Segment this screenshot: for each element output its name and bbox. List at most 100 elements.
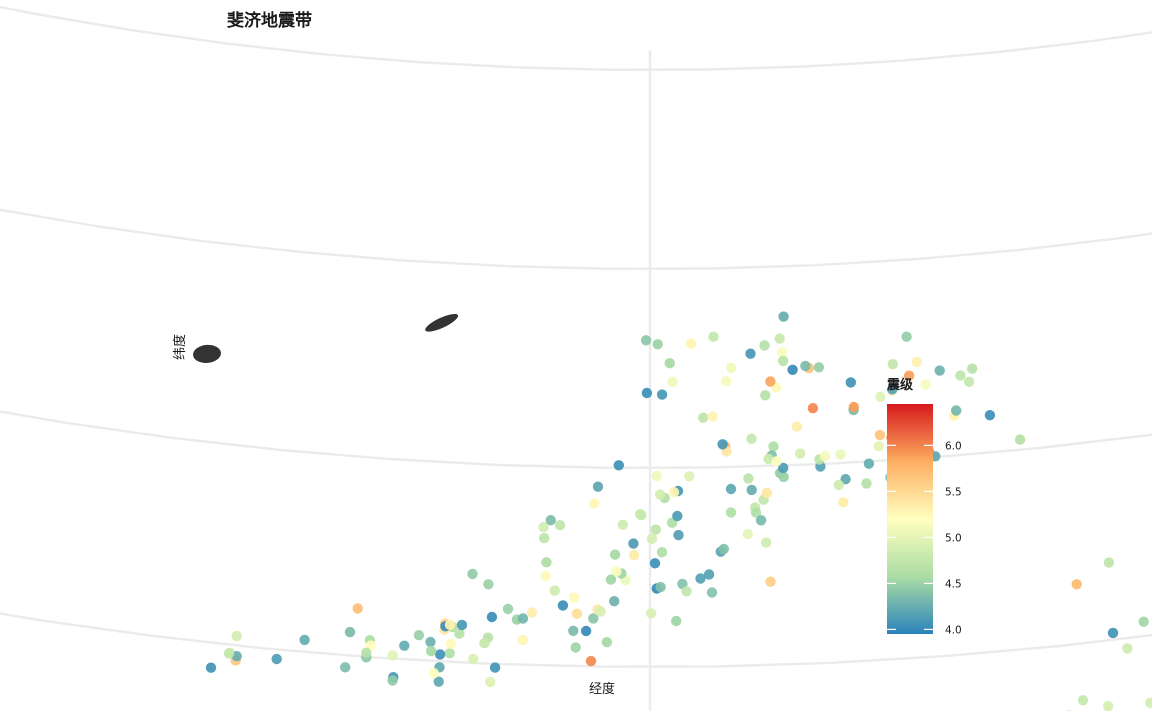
earthquake-point xyxy=(651,470,662,482)
x-axis-title: 经度 xyxy=(589,681,615,697)
y-axis-title: 纬度 xyxy=(172,334,188,360)
earthquake-point xyxy=(483,579,494,590)
earthquake-point xyxy=(628,538,639,549)
earthquake-point xyxy=(771,456,782,467)
earthquake-point xyxy=(778,355,789,367)
earthquake-point xyxy=(698,412,709,423)
earthquake-point xyxy=(444,648,455,659)
earthquake-point xyxy=(725,483,737,495)
earthquake-point xyxy=(755,515,767,526)
earthquake-point xyxy=(934,365,945,376)
legend-title: 震级 xyxy=(886,377,914,393)
earthquake-point xyxy=(681,586,692,597)
earthquake-point xyxy=(667,376,678,388)
earthquake-point xyxy=(955,370,966,381)
earthquake-point xyxy=(413,630,425,641)
earthquake-point xyxy=(721,376,732,387)
earthquake-point xyxy=(580,625,592,637)
earthquake-point xyxy=(445,638,457,649)
earthquake-point xyxy=(778,311,789,322)
earthquake-point xyxy=(223,648,235,659)
earthquake-point xyxy=(684,471,695,482)
earthquake-point xyxy=(761,487,772,499)
earthquake-point xyxy=(605,574,617,585)
latitude-gridline xyxy=(0,5,1152,72)
earthquake-point xyxy=(963,376,975,387)
earthquake-point xyxy=(835,449,846,460)
earthquake-point xyxy=(778,462,789,474)
island-shape xyxy=(425,313,459,332)
earthquake-point xyxy=(763,453,774,465)
earthquake-point xyxy=(760,390,771,401)
earthquake-point xyxy=(361,647,372,658)
earthquake-point xyxy=(695,573,706,584)
earthquake-point xyxy=(489,662,501,673)
earthquake-point xyxy=(668,487,680,498)
earthquake-point xyxy=(613,460,624,471)
earthquake-point xyxy=(545,515,556,526)
earthquake-point xyxy=(526,607,538,618)
earthquake-point xyxy=(557,600,569,611)
earthquake-point xyxy=(611,566,622,577)
earthquake-point xyxy=(743,473,754,484)
legend-break-label: 5.0 xyxy=(945,532,962,544)
earthquake-point xyxy=(791,421,803,432)
earthquake-point xyxy=(434,649,446,660)
earthquake-point xyxy=(840,474,851,485)
earthquake-point xyxy=(539,532,550,544)
earthquake-point xyxy=(1071,579,1082,590)
earthquake-point xyxy=(1138,616,1149,627)
earthquake-point xyxy=(592,481,604,492)
earthquake-point xyxy=(617,519,629,530)
earthquake-point xyxy=(807,403,819,414)
legend-break-label: 5.5 xyxy=(945,486,962,498)
earthquake-point xyxy=(703,569,715,580)
earthquake-point xyxy=(425,636,436,648)
earthquake-point xyxy=(468,653,479,665)
earthquake-point xyxy=(399,640,410,651)
earthquake-point xyxy=(540,570,551,582)
earthquake-point xyxy=(387,675,398,686)
latitude-gridline xyxy=(0,208,1152,271)
earthquake-point xyxy=(387,650,398,661)
earthquake-point xyxy=(646,608,657,619)
earthquake-point xyxy=(352,603,363,614)
earthquake-point xyxy=(685,338,697,349)
earthquake-point xyxy=(951,405,962,416)
earthquake-point xyxy=(646,533,658,544)
earthquake-point xyxy=(706,587,718,598)
earthquake-point xyxy=(456,619,468,631)
earthquake-point xyxy=(813,362,825,373)
chart-title: 斐济地震带 xyxy=(227,10,312,31)
earthquake-point xyxy=(609,549,621,560)
earthquake-point xyxy=(920,379,931,390)
earthquake-point xyxy=(833,479,844,491)
earthquake-point xyxy=(848,401,859,413)
earthquake-point xyxy=(718,543,729,555)
earthquake-point xyxy=(654,489,666,500)
earthquake-point xyxy=(454,628,465,639)
earthquake-point xyxy=(1077,695,1089,706)
earthquake-point xyxy=(725,507,737,518)
earthquake-point xyxy=(554,520,566,531)
earthquake-point xyxy=(538,522,549,533)
earthquake-point xyxy=(641,387,653,399)
earthquake-point xyxy=(428,668,439,679)
earthquake-point xyxy=(585,655,597,667)
earthquake-point xyxy=(486,611,498,623)
earthquake-point xyxy=(742,529,753,540)
earthquake-point xyxy=(672,510,683,522)
earthquake-point xyxy=(1122,643,1133,654)
earthquake-point xyxy=(750,507,762,518)
earthquake-point xyxy=(467,568,478,580)
earthquake-point xyxy=(650,524,661,535)
earthquake-point xyxy=(778,471,789,483)
magnitude-legend: 震级 4.0 4.5 5.0 5.5 6.0 xyxy=(886,377,962,636)
earthquake-point xyxy=(609,596,620,607)
earthquake-point xyxy=(1103,557,1115,568)
earthquake-point xyxy=(746,433,757,444)
earthquake-point xyxy=(967,363,978,374)
earthquake-point xyxy=(601,637,613,648)
island-shape xyxy=(193,344,221,363)
